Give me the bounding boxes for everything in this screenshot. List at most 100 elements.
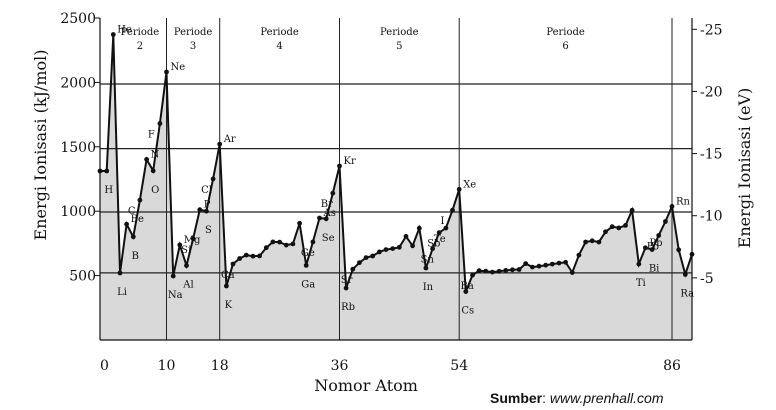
data-point xyxy=(436,230,442,236)
x-axis-ticks: 0 10 18 36 54 86 xyxy=(100,358,681,374)
data-point xyxy=(463,289,469,294)
data-point xyxy=(350,266,356,272)
y-tick-label-left: 1000 xyxy=(60,204,96,220)
data-point xyxy=(130,234,136,240)
x-tick-label: 86 xyxy=(663,358,681,374)
data-point xyxy=(363,255,369,260)
y-tick-label-left: 500 xyxy=(69,269,96,285)
data-point xyxy=(589,238,595,244)
data-point xyxy=(596,239,602,245)
element-label: Cs xyxy=(461,306,474,317)
data-point xyxy=(164,69,169,75)
data-point xyxy=(603,229,608,235)
element-label: Xe xyxy=(463,179,476,190)
y-axis-left-ticks: 500 1000 1500 2000 2500 xyxy=(60,11,100,285)
element-label: Cl xyxy=(201,185,212,196)
data-point xyxy=(470,272,475,278)
source-url[interactable]: www.prenhall.com xyxy=(549,390,664,406)
element-label: B xyxy=(132,251,139,262)
x-axis-title: Nomor Atom xyxy=(314,376,418,395)
data-point xyxy=(283,242,289,248)
data-point xyxy=(669,204,675,209)
element-label: He xyxy=(117,25,132,36)
data-points xyxy=(97,32,695,294)
data-point xyxy=(483,268,489,274)
element-label: Ra xyxy=(680,288,694,299)
data-point xyxy=(383,247,389,253)
data-point xyxy=(450,207,455,213)
data-point xyxy=(190,236,196,242)
element-label: Mg xyxy=(184,235,201,246)
y-axis-right-title: Energi Ionisasi (eV) xyxy=(735,88,754,249)
element-label: C xyxy=(128,206,136,217)
element-label: Rn xyxy=(676,196,691,207)
data-point xyxy=(377,249,382,255)
data-point xyxy=(184,263,189,268)
data-point xyxy=(396,244,402,250)
data-point xyxy=(430,246,435,252)
data-point xyxy=(656,233,662,238)
data-point xyxy=(423,265,429,271)
x-tick-label: 54 xyxy=(450,358,468,374)
data-point xyxy=(310,239,316,245)
x-tick-label: 10 xyxy=(158,358,176,374)
data-point xyxy=(490,269,495,275)
axes-frame xyxy=(99,18,693,341)
element-label: I xyxy=(441,216,445,227)
data-point xyxy=(104,168,110,174)
source-separator: : xyxy=(542,390,550,406)
data-point xyxy=(676,247,682,253)
element-label: Ga xyxy=(301,279,315,290)
data-point xyxy=(224,283,229,289)
data-area-fill xyxy=(100,34,692,340)
y-tick-label-left: 2500 xyxy=(60,11,96,27)
data-point xyxy=(583,239,588,245)
element-label: Pb xyxy=(649,238,662,249)
data-point xyxy=(682,272,688,277)
data-point xyxy=(576,252,582,258)
element-label: Be xyxy=(131,214,144,225)
data-point xyxy=(177,242,183,248)
data-point xyxy=(636,261,642,267)
data-point xyxy=(204,208,209,214)
data-point xyxy=(609,224,615,230)
element-label: Li xyxy=(117,287,127,298)
element-label: Ne xyxy=(171,62,186,73)
data-point xyxy=(110,32,116,37)
element-label: Rb xyxy=(341,302,355,313)
element-label: F xyxy=(148,130,155,141)
period-label: Periode xyxy=(380,27,419,38)
data-point xyxy=(516,267,522,272)
data-point xyxy=(303,263,309,268)
data-point xyxy=(357,260,362,266)
data-point xyxy=(144,157,150,162)
data-point xyxy=(629,207,635,213)
data-point xyxy=(663,219,668,224)
data-point xyxy=(250,253,256,259)
element-label: P xyxy=(204,200,211,211)
element-label: Ar xyxy=(223,134,236,145)
data-point xyxy=(124,221,129,227)
data-point xyxy=(530,264,535,270)
element-labels: H He Li Be B C N O F Ne Na Mg Al Si P S Cl Ar K Ca Ga Ge As Se B… xyxy=(104,25,694,317)
data-point xyxy=(503,268,509,273)
element-label: In xyxy=(423,282,434,293)
data-point xyxy=(476,268,482,274)
element-label: H xyxy=(104,185,113,196)
data-point xyxy=(510,267,515,273)
y-tick-label-right: -20 xyxy=(700,84,723,100)
data-point xyxy=(616,225,622,231)
element-label: Kr xyxy=(344,156,356,167)
period-number: 6 xyxy=(562,41,568,52)
element-label: As xyxy=(323,208,336,219)
data-point xyxy=(416,225,422,231)
y-tick-label-right: -15 xyxy=(700,147,723,163)
element-label: Si xyxy=(181,245,191,256)
data-point xyxy=(297,220,302,226)
data-point xyxy=(456,186,462,192)
element-label: O xyxy=(151,185,159,196)
data-point xyxy=(330,190,336,196)
period-number: 4 xyxy=(276,41,282,52)
data-point xyxy=(543,262,549,268)
period-number: 3 xyxy=(190,41,196,52)
